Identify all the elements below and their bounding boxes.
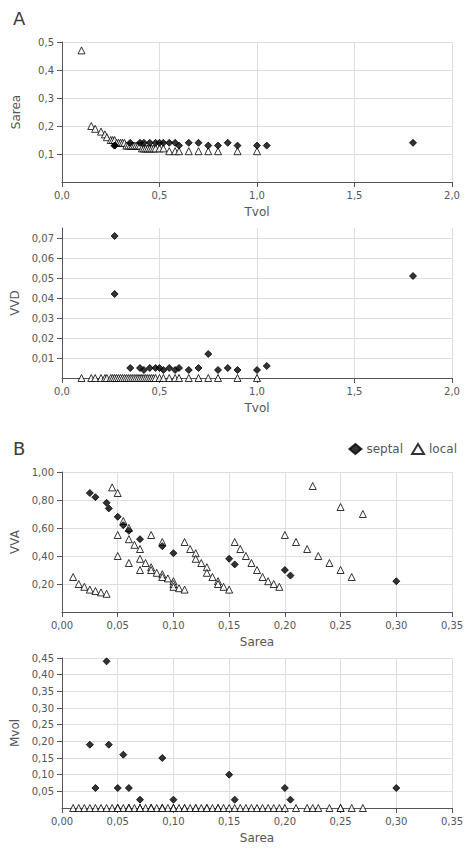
svg-text:0,25: 0,25: [32, 719, 54, 730]
svg-text:0,30: 0,30: [385, 620, 407, 631]
svg-text:0,01: 0,01: [32, 353, 54, 364]
svg-text:A: A: [13, 8, 26, 29]
svg-text:B: B: [13, 438, 25, 459]
svg-text:0,10: 0,10: [32, 769, 54, 780]
svg-text:0,15: 0,15: [218, 816, 240, 827]
svg-text:0,02: 0,02: [32, 333, 54, 344]
svg-text:0,25: 0,25: [329, 620, 351, 631]
svg-text:0,05: 0,05: [32, 786, 54, 797]
svg-text:0,35: 0,35: [32, 686, 54, 697]
svg-text:1,5: 1,5: [347, 190, 363, 201]
svg-text:0,5: 0,5: [38, 37, 54, 48]
svg-text:0,35: 0,35: [441, 816, 463, 827]
svg-text:1,5: 1,5: [347, 386, 363, 397]
svg-text:0,00: 0,00: [51, 816, 73, 827]
svg-text:0,07: 0,07: [32, 233, 54, 244]
svg-text:Sarea: Sarea: [240, 831, 274, 845]
svg-text:2,0: 2,0: [444, 386, 460, 397]
svg-text:2,0: 2,0: [444, 190, 460, 201]
svg-text:0,20: 0,20: [274, 816, 296, 827]
svg-text:VVA: VVA: [8, 529, 22, 554]
svg-text:0,80: 0,80: [32, 495, 54, 506]
svg-text:0,30: 0,30: [385, 816, 407, 827]
svg-text:0,20: 0,20: [32, 579, 54, 590]
svg-text:0,04: 0,04: [32, 293, 54, 304]
svg-text:0,2: 0,2: [38, 121, 54, 132]
svg-text:0,40: 0,40: [32, 551, 54, 562]
svg-text:0,05: 0,05: [32, 273, 54, 284]
svg-text:septal: septal: [366, 442, 403, 456]
svg-text:Sarea: Sarea: [9, 95, 23, 129]
svg-text:0,10: 0,10: [162, 816, 184, 827]
svg-text:0,5: 0,5: [152, 190, 168, 201]
svg-text:0,15: 0,15: [218, 620, 240, 631]
svg-text:0,0: 0,0: [54, 386, 70, 397]
svg-text:Tvol: Tvol: [243, 205, 269, 219]
svg-text:0,03: 0,03: [32, 313, 54, 324]
svg-text:0,06: 0,06: [32, 253, 54, 264]
svg-text:0,45: 0,45: [32, 653, 54, 664]
svg-text:VVD: VVD: [8, 290, 22, 316]
svg-text:0,25: 0,25: [329, 816, 351, 827]
svg-text:0,05: 0,05: [107, 816, 129, 827]
svg-text:1,00: 1,00: [32, 467, 54, 478]
svg-text:0,30: 0,30: [32, 703, 54, 714]
svg-text:0,5: 0,5: [152, 386, 168, 397]
svg-text:0,15: 0,15: [32, 753, 54, 764]
svg-text:0,0: 0,0: [54, 190, 70, 201]
svg-text:1,0: 1,0: [249, 386, 265, 397]
svg-text:0,10: 0,10: [162, 620, 184, 631]
svg-text:Tvol: Tvol: [243, 401, 269, 415]
svg-text:1,0: 1,0: [249, 190, 265, 201]
svg-text:0,05: 0,05: [107, 620, 129, 631]
svg-text:0,40: 0,40: [32, 669, 54, 680]
svg-text:0,20: 0,20: [32, 736, 54, 747]
svg-text:0,1: 0,1: [38, 149, 54, 160]
svg-text:0,20: 0,20: [274, 620, 296, 631]
svg-text:0,4: 0,4: [38, 65, 54, 76]
svg-text:0,00: 0,00: [51, 620, 73, 631]
svg-text:local: local: [429, 442, 457, 456]
svg-text:0,35: 0,35: [441, 620, 463, 631]
svg-text:Mvol: Mvol: [8, 719, 22, 747]
svg-text:0,60: 0,60: [32, 523, 54, 534]
svg-text:0,3: 0,3: [38, 93, 54, 104]
svg-text:Sarea: Sarea: [240, 635, 274, 649]
